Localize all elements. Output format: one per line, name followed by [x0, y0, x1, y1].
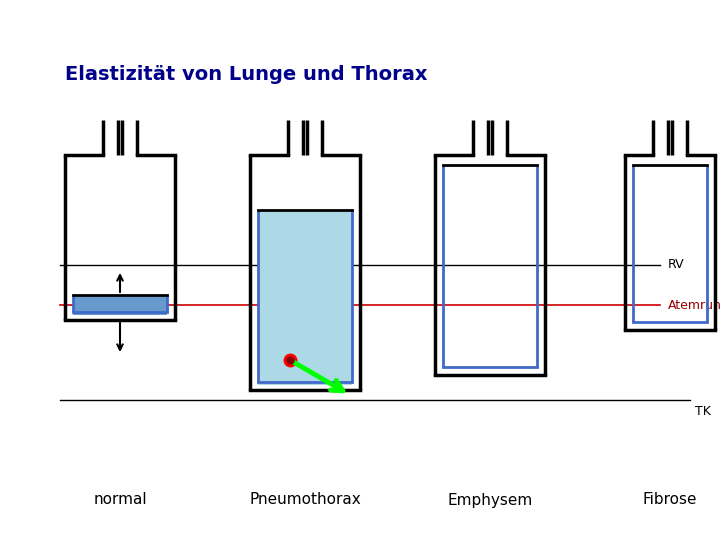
Text: Fibrose: Fibrose: [643, 492, 697, 508]
Text: Atemruhelage: Atemruhelage: [668, 299, 720, 312]
Bar: [258, 210, 352, 385]
Bar: [73, 295, 167, 315]
Text: Emphysem: Emphysem: [447, 492, 533, 508]
Text: TK: TK: [695, 405, 711, 418]
Text: RV: RV: [668, 259, 685, 272]
Text: normal: normal: [93, 492, 147, 508]
Text: Pneumothorax: Pneumothorax: [249, 492, 361, 508]
Text: Elastizität von Lunge und Thorax: Elastizität von Lunge und Thorax: [65, 65, 428, 84]
